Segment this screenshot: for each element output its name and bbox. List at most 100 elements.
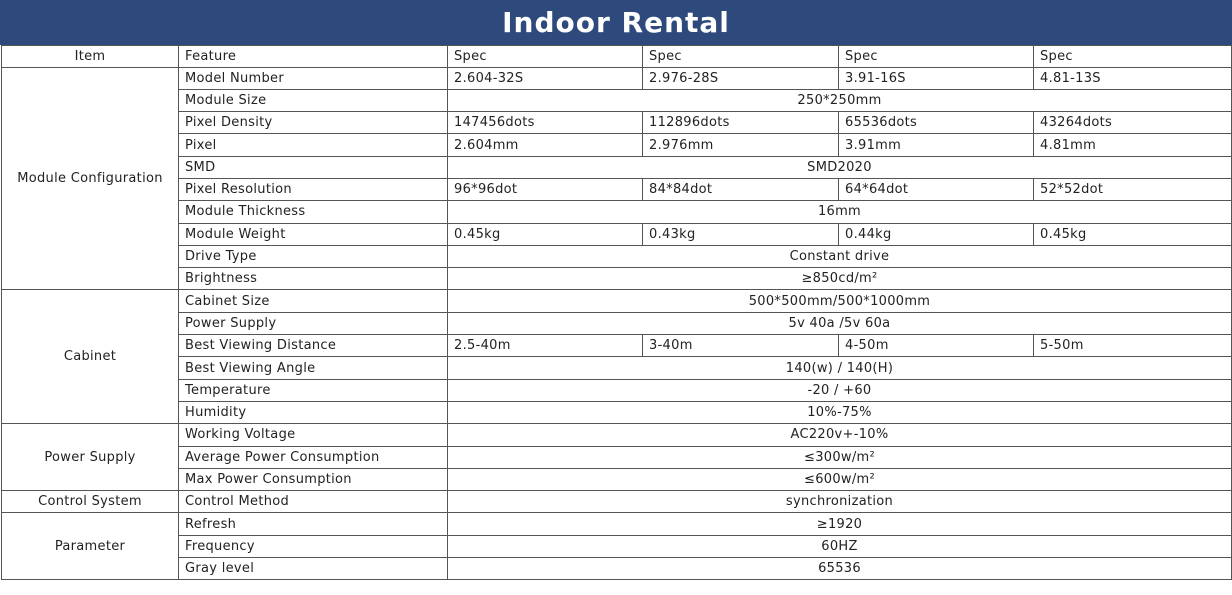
spec-cell: ≥1920	[447, 512, 1232, 536]
spec-cell: 16mm	[447, 200, 1232, 224]
spec-cell: 3.91-16S	[838, 66, 1034, 90]
column-header: Spec	[447, 45, 643, 68]
feature-cell: Refresh	[178, 512, 448, 536]
table-row: Max Power Consumption ≤600w/m²	[2, 467, 1232, 492]
column-header: Spec	[642, 45, 839, 68]
table-row: Drive Type Constant drive	[2, 244, 1232, 269]
column-header: Spec	[838, 45, 1034, 68]
table-row: Temperature -20 / +60	[2, 378, 1232, 402]
spec-cell: 2.5-40m	[447, 334, 643, 358]
spec-cell: 3.91mm	[838, 133, 1034, 157]
spec-cell: 65536	[447, 557, 1232, 581]
table-row: Average Power Consumption ≤300w/m²	[2, 445, 1232, 469]
spec-cell: 3-40m	[642, 334, 839, 358]
spec-cell: AC220v+-10%	[447, 423, 1232, 447]
spec-cell: 147456dots	[447, 111, 643, 135]
feature-cell: Drive Type	[178, 244, 448, 269]
spec-cell: 112896dots	[642, 111, 839, 135]
spec-cell: ≤300w/m²	[447, 445, 1232, 469]
spec-cell: 2.976-28S	[642, 66, 839, 90]
feature-cell: Pixel	[178, 133, 448, 157]
group-label: Control System	[1, 490, 179, 514]
feature-cell: Power Supply	[178, 311, 448, 336]
feature-cell: Pixel Resolution	[178, 177, 448, 202]
spec-table: Item Feature Spec Spec Spec Spec Module Config…	[1, 45, 1232, 581]
spec-cell: 0.43kg	[642, 222, 839, 246]
feature-cell: Humidity	[178, 400, 448, 425]
table-row: Cabinet Cabinet Size 500*500mm/500*1000mm	[1, 289, 1232, 425]
column-header: Item	[1, 45, 179, 68]
feature-cell: Best Viewing Distance	[178, 334, 448, 358]
feature-cell: Model Number	[178, 66, 448, 90]
group-label: Power Supply	[1, 423, 179, 492]
group-label: Parameter	[1, 512, 179, 581]
table-row: Power Supply Working Voltage AC220v+-10%	[1, 423, 1232, 492]
page-title: Indoor Rental	[0, 0, 1232, 45]
table-row: Gray level 65536	[2, 557, 1232, 581]
spec-cell: 52*52dot	[1033, 177, 1232, 202]
feature-cell: SMD	[178, 155, 448, 179]
table-row: Module Thickness 16mm	[2, 200, 1232, 224]
table-row: Pixel Resolution 96*96dot 84*84dot 64*64dot…	[2, 177, 1232, 202]
header-row: Item Feature Spec Spec Spec Spec	[1, 45, 1232, 68]
feature-cell: Working Voltage	[178, 423, 448, 447]
group-label: Module Configuration	[1, 66, 179, 291]
table-row: Module Size 250*250mm	[2, 88, 1232, 113]
spec-cell: 65536dots	[838, 111, 1034, 135]
spec-cell: ≤600w/m²	[447, 467, 1232, 492]
spec-cell: 96*96dot	[447, 177, 643, 202]
feature-cell: Control Method	[178, 490, 448, 514]
group-label: Cabinet	[1, 289, 179, 425]
feature-cell: Brightness	[178, 267, 448, 291]
table-row: Pixel Density 147456dots 112896dots 65536do…	[2, 111, 1232, 135]
spec-cell: 60HZ	[447, 534, 1232, 559]
spec-cell: 5v 40a /5v 60a	[447, 311, 1232, 336]
spec-cell: 64*64dot	[838, 177, 1034, 202]
table-row: Frequency 60HZ	[2, 534, 1232, 559]
spec-cell: synchronization	[447, 490, 1232, 514]
spec-cell: SMD2020	[447, 155, 1232, 179]
spec-cell: 4-50m	[838, 334, 1034, 358]
spec-cell: 84*84dot	[642, 177, 839, 202]
spec-cell: ≥850cd/m²	[447, 267, 1232, 291]
table-row: Power Supply 5v 40a /5v 60a	[2, 311, 1232, 336]
table-row: Best Viewing Distance 2.5-40m 3-40m 4-50m 5-…	[2, 334, 1232, 358]
table-row: SMD SMD2020	[2, 155, 1232, 179]
feature-cell: Gray level	[178, 557, 448, 581]
spec-cell: 4.81mm	[1033, 133, 1232, 157]
feature-cell: Max Power Consumption	[178, 467, 448, 492]
table-row: Module Configuration Model Number 2.604-32…	[1, 66, 1232, 291]
feature-cell: Module Weight	[178, 222, 448, 246]
spec-cell: 0.45kg	[1033, 222, 1232, 246]
spec-cell: 140(w) / 140(H)	[447, 356, 1232, 380]
feature-cell: Temperature	[178, 378, 448, 402]
column-header: Feature	[178, 45, 448, 68]
feature-cell: Cabinet Size	[178, 289, 448, 313]
spec-cell: 2.604mm	[447, 133, 643, 157]
feature-cell: Module Thickness	[178, 200, 448, 224]
spec-cell: 0.45kg	[447, 222, 643, 246]
spec-cell: 5-50m	[1033, 334, 1232, 358]
spec-cell: Constant drive	[447, 244, 1232, 269]
table-row: Module Weight 0.45kg 0.43kg 0.44kg 0.45kg	[2, 222, 1232, 246]
spec-cell: 2.976mm	[642, 133, 839, 157]
column-header: Spec	[1033, 45, 1232, 68]
spec-cell: 10%-75%	[447, 400, 1232, 425]
table-row: Humidity 10%-75%	[2, 400, 1232, 425]
feature-cell: Module Size	[178, 88, 448, 113]
feature-cell: Pixel Density	[178, 111, 448, 135]
table-row: Pixel 2.604mm 2.976mm 3.91mm 4.81mm	[2, 133, 1232, 157]
spec-cell: 4.81-13S	[1033, 66, 1232, 90]
feature-cell: Average Power Consumption	[178, 445, 448, 469]
feature-cell: Frequency	[178, 534, 448, 559]
spec-cell: 0.44kg	[838, 222, 1034, 246]
table-row: Control System Control Method synchronizat…	[1, 490, 1232, 514]
table-row: Parameter Refresh ≥1920	[1, 512, 1232, 581]
spec-cell: -20 / +60	[447, 378, 1232, 402]
spec-cell: 43264dots	[1033, 111, 1232, 135]
spec-cell: 2.604-32S	[447, 66, 643, 90]
spec-cell: 250*250mm	[447, 88, 1232, 113]
spec-cell: 500*500mm/500*1000mm	[447, 289, 1232, 313]
table-row: Best Viewing Angle 140(w) / 140(H)	[2, 356, 1232, 380]
feature-cell: Best Viewing Angle	[178, 356, 448, 380]
